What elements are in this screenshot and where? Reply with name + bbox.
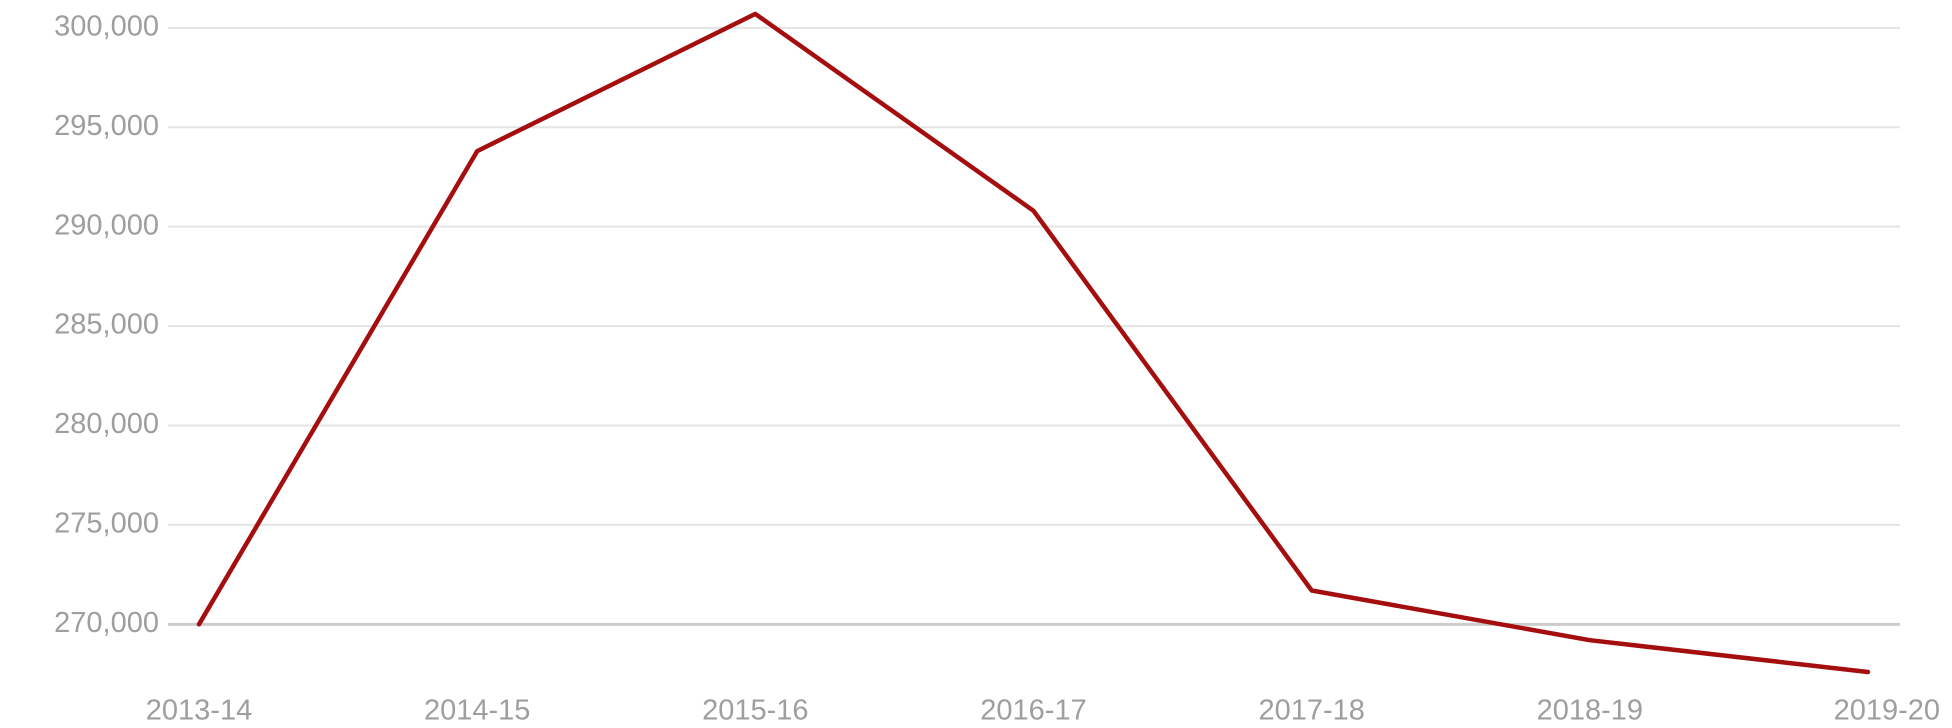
x-tick-label: 2017-18 <box>1258 695 1364 727</box>
x-tick-label: 2019-20 <box>1834 695 1940 727</box>
y-tick-label: 295,000 <box>54 110 159 142</box>
y-tick-label: 270,000 <box>54 607 159 639</box>
y-tick-label: 300,000 <box>54 10 159 42</box>
line-series <box>196 11 1871 675</box>
y-tick-label: 275,000 <box>54 508 159 540</box>
x-tick-label: 2015-16 <box>702 695 808 727</box>
y-tick-label: 280,000 <box>54 408 159 440</box>
y-tick-label: 285,000 <box>54 309 159 341</box>
x-tick-label: 2018-19 <box>1537 695 1643 727</box>
x-tick-label: 2016-17 <box>980 695 1086 727</box>
x-tick-label: 2013-14 <box>146 695 252 727</box>
x-tick-label: 2014-15 <box>424 695 530 727</box>
y-tick-label: 290,000 <box>54 209 159 241</box>
